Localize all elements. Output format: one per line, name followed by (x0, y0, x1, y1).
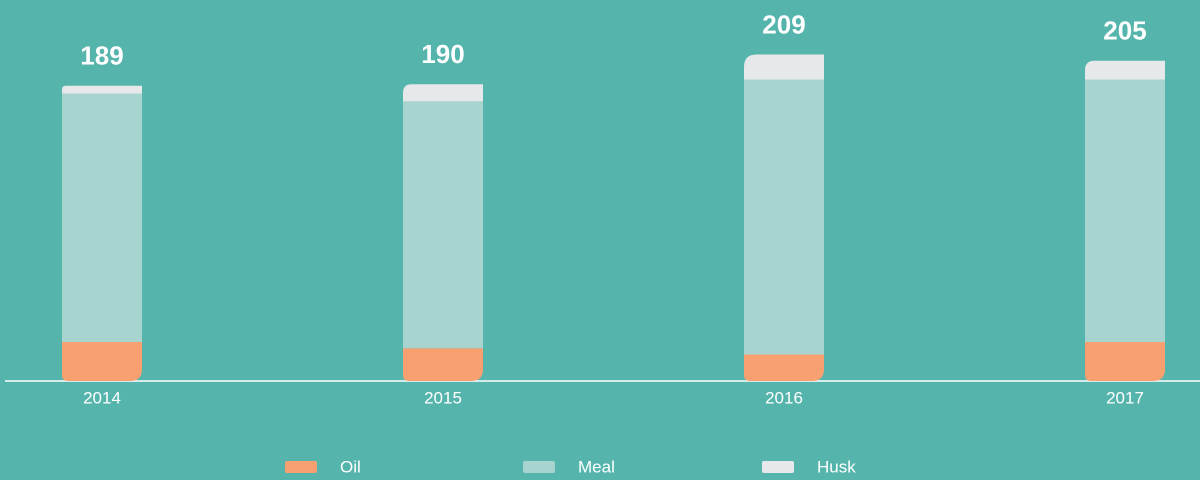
total-label: 190 (421, 39, 464, 69)
bar-segment (744, 79, 824, 355)
bar-segment (62, 85, 142, 94)
total-label: 205 (1103, 16, 1146, 46)
bar-segment (403, 101, 483, 349)
bar-segment (1085, 60, 1165, 80)
bar-segment (62, 341, 142, 381)
bar-segment (403, 84, 483, 102)
bar-segment (744, 354, 824, 381)
legend-label: Meal (578, 457, 615, 476)
bar-segment (1085, 79, 1165, 342)
bar-segment (403, 348, 483, 381)
legend-swatch (762, 461, 794, 473)
legend-label: Oil (340, 457, 361, 476)
x-tick-label: 2017 (1106, 388, 1144, 407)
bar-segment (62, 93, 142, 342)
legend-label: Husk (817, 457, 856, 476)
legend-swatch (285, 461, 317, 473)
x-tick-label: 2016 (765, 388, 803, 407)
bar-segment (1085, 341, 1165, 381)
total-label: 189 (80, 41, 123, 71)
legend-swatch (523, 461, 555, 473)
x-tick-label: 2015 (424, 388, 462, 407)
bar-segment (744, 54, 824, 80)
x-tick-label: 2014 (83, 388, 121, 407)
total-label: 209 (762, 9, 805, 39)
